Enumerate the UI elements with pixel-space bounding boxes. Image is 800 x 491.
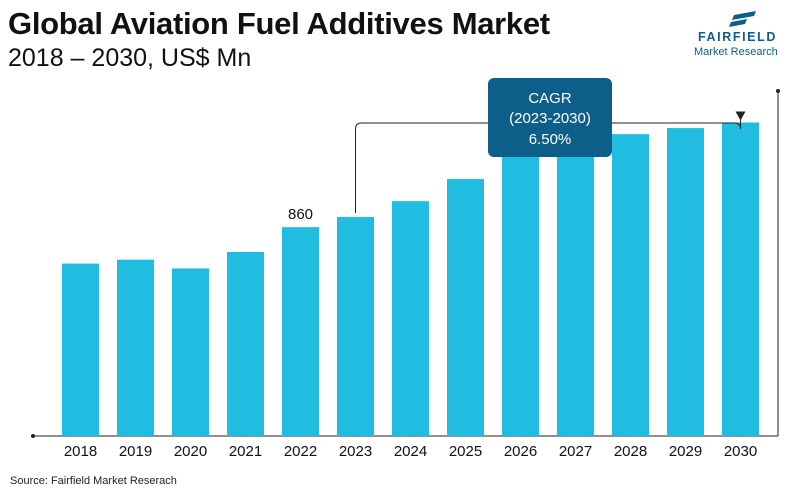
- axis-dot-left: [31, 434, 35, 438]
- cagr-box: [488, 78, 612, 157]
- x-tick-label-2028: 2028: [614, 443, 647, 460]
- fairfield-logo: FAIRFIELD Market Research: [690, 6, 794, 62]
- x-tick-label-2026: 2026: [504, 443, 537, 460]
- x-tick-label-2020: 2020: [174, 443, 207, 460]
- bar-2025: [447, 179, 484, 437]
- logo-tagline: Market Research: [694, 46, 778, 58]
- x-tick-label-2025: 2025: [449, 443, 482, 460]
- bar-2021: [227, 251, 264, 436]
- data-label-2022: 860: [288, 206, 313, 223]
- bar-2028: [612, 134, 649, 436]
- x-tick-label-2030: 2030: [724, 443, 757, 460]
- bar-2023: [337, 216, 374, 436]
- bar-2020: [172, 268, 209, 436]
- bar-2019: [117, 259, 154, 436]
- bar-2026: [502, 150, 539, 436]
- bar-2030: [722, 122, 759, 436]
- cagr-value: 6.50%: [529, 131, 572, 148]
- x-tick-label-2021: 2021: [229, 443, 262, 460]
- x-tick-label-2029: 2029: [669, 443, 702, 460]
- cagr-label: CAGR: [528, 90, 572, 107]
- x-tick-label-2018: 2018: [64, 443, 97, 460]
- bar-2018: [62, 263, 99, 436]
- logo-name: FAIRFIELD: [698, 30, 777, 44]
- chart-subtitle: 2018 – 2030, US$ Mn: [8, 44, 252, 72]
- cagr-arrowhead: [735, 111, 746, 121]
- source-note: Source: Fairfield Market Reserach: [10, 475, 177, 487]
- fairfield-f-icon: [729, 11, 756, 27]
- bar-2027: [557, 134, 594, 436]
- axis-dot-top: [776, 89, 780, 93]
- x-tick-label-2022: 2022: [284, 443, 317, 460]
- bar-2022: [282, 227, 319, 436]
- x-tick-label-2023: 2023: [339, 443, 372, 460]
- chart-title: Global Aviation Fuel Additives Market: [8, 6, 550, 41]
- x-tick-label-2019: 2019: [119, 443, 152, 460]
- cagr-period: (2023-2030): [509, 110, 591, 127]
- bar-2029: [667, 128, 704, 437]
- bar-2024: [392, 201, 429, 436]
- x-tick-label-2024: 2024: [394, 443, 427, 460]
- x-tick-label-2027: 2027: [559, 443, 592, 460]
